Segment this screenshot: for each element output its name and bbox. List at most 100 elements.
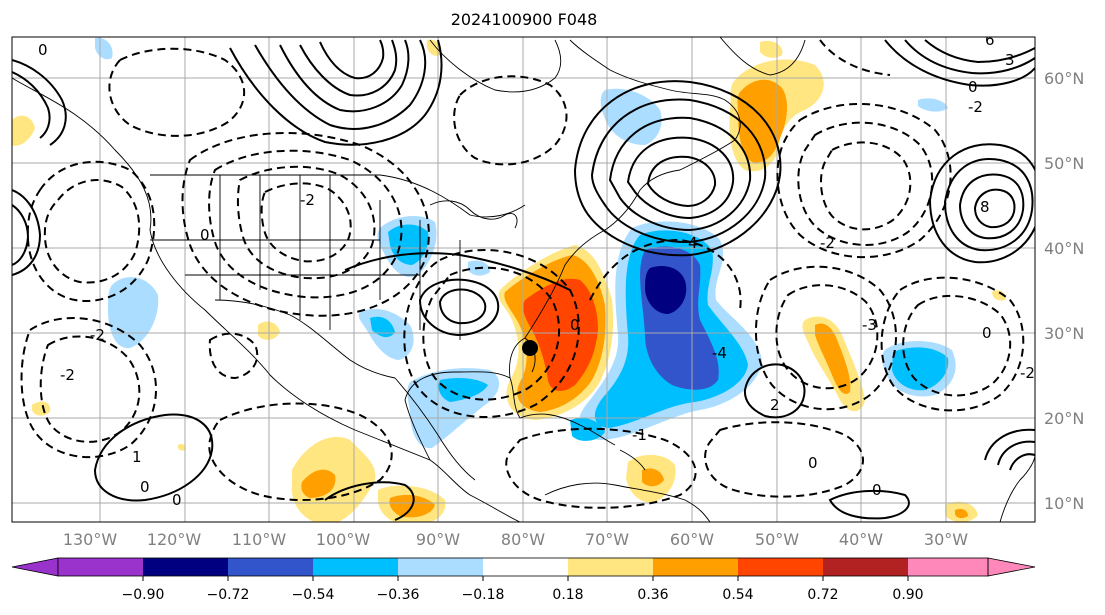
colorbar-tick-label: −0.72 — [207, 587, 250, 603]
contour-tropical-pacific — [324, 481, 415, 521]
dashed-contour-tropics-1 — [208, 402, 393, 501]
colorbar-segment — [653, 558, 738, 576]
contour-label: -2 — [968, 98, 983, 116]
yellow-region-far-west — [32, 401, 51, 416]
lat-label: 60°N — [1044, 69, 1084, 88]
colorbar-segment — [568, 558, 653, 576]
colorbar-segment — [143, 558, 228, 576]
contour-west-ak-2 — [12, 71, 51, 139]
contour-nw-high-1 — [254, 39, 427, 130]
colorbar-tick-label: 0.72 — [807, 587, 838, 603]
contour-se-corner-1 — [984, 428, 1035, 461]
colorbar-outline — [57, 557, 989, 577]
dashed-contours — [20, 39, 1025, 509]
lat-label: 20°N — [1044, 409, 1084, 428]
dashed-contour-gulf-low-1 — [403, 249, 580, 418]
lon-label: 120°W — [147, 530, 202, 549]
orange-region-north-atlantic — [737, 79, 788, 163]
coast-africa — [999, 454, 1035, 522]
latitude-axis: 60°N 50°N 40°N 30°N 20°N 10°N — [1044, 69, 1084, 513]
dashed-contour-mid-atlantic-2 — [775, 284, 879, 390]
orange-region-mid-atlantic — [815, 323, 851, 395]
contour-mid-track — [344, 252, 571, 291]
contour-nw-high-5 — [229, 39, 443, 146]
navy-region-atlantic — [645, 265, 687, 314]
colorbar-tick-label: −0.54 — [292, 587, 335, 603]
contour-label: -2 — [820, 234, 835, 252]
lat-label: 30°N — [1044, 324, 1084, 343]
colorbar-segment — [483, 558, 568, 576]
deepsky-region-gulf — [438, 377, 488, 402]
colorbar-tick-label: −0.90 — [122, 587, 165, 603]
contour-label: 1 — [132, 448, 142, 466]
dashed-contour-us-low-2 — [208, 149, 403, 299]
contour-ne-high-3 — [924, 39, 1035, 64]
lon-label: 110°W — [232, 530, 287, 549]
lat-label: 10°N — [1044, 494, 1084, 513]
contour-label: -2 — [90, 326, 105, 344]
colorbar-max-extend — [987, 557, 1036, 577]
colorbar-segment — [398, 558, 483, 576]
map-panel: 0 -2 4 0 2 2 6 8 -4 1 0 0 -1 3 0 -2 -3 -… — [12, 31, 1035, 522]
contour-east-high-1 — [928, 143, 1035, 264]
lon-label: 40°W — [839, 530, 883, 549]
border-us-canada — [150, 174, 526, 218]
solid-contours — [12, 39, 1035, 521]
coast-south-america — [544, 482, 711, 522]
contour-nw-high-3 — [299, 39, 398, 97]
lon-label: 90°W — [416, 530, 460, 549]
dashed-contour-west-low-2 — [43, 179, 141, 284]
contour-west-low-left-1 — [12, 189, 42, 276]
lon-label: 130°W — [63, 530, 118, 549]
dashed-contour-west-low — [26, 160, 156, 302]
contour-label: 0 — [982, 324, 992, 342]
contour-nw-high-2 — [279, 39, 410, 113]
coast-north-america-west — [12, 77, 521, 522]
contour-label: 0 — [968, 78, 978, 96]
lon-label: 100°W — [316, 530, 371, 549]
contour-se-corner-2 — [997, 440, 1035, 466]
lightblue-region-top-left — [95, 37, 113, 60]
contour-ne-high-1 — [884, 39, 1035, 87]
colorbar-segment — [58, 558, 143, 576]
dashed-contour-tropics-3 — [704, 421, 864, 498]
contour-canada-high-2 — [590, 98, 767, 244]
contour-label: 0 — [808, 454, 818, 472]
dashed-contour-gulf-low-2 — [422, 266, 561, 401]
lon-label: 60°W — [670, 530, 714, 549]
dashed-contour-north-1 — [453, 75, 568, 166]
colorbar-segment — [738, 558, 823, 576]
contour-sw-loop — [418, 278, 500, 337]
royal-region-atlantic-b — [668, 348, 705, 385]
redorange-region-se-us — [522, 278, 598, 392]
dashed-contour-us-low-4 — [260, 182, 352, 263]
contour-west-low-left-2 — [12, 204, 30, 266]
lightblue-region-far-east — [918, 98, 948, 112]
contour-label: 2 — [770, 396, 780, 414]
deepsky-region-east-atlantic — [892, 347, 949, 391]
longitude-axis: 130°W 120°W 110°W 100°W 90°W 80°W 70°W 6… — [63, 530, 968, 549]
lon-label: 70°W — [585, 530, 629, 549]
colorbar-segment — [228, 558, 313, 576]
dashed-contour-pacific-sw-2 — [39, 335, 141, 443]
contour-canada-high-4 — [626, 136, 735, 220]
contour-label: -2 — [60, 366, 75, 384]
contour-label: -3 — [862, 316, 877, 334]
contour-label: -1 — [632, 426, 647, 444]
contour-canada-high-3 — [608, 116, 752, 232]
contour-pacific-loop — [93, 413, 214, 502]
contour-mid-atlantic-loop — [743, 363, 806, 419]
contour-label: 0 — [38, 41, 48, 59]
contour-label: 6 — [985, 31, 995, 49]
contour-label: -4 — [712, 344, 727, 362]
dashed-contour-atlantic-low-3 — [819, 141, 912, 231]
contour-nw-high-4 — [319, 39, 385, 80]
dashed-contour-baja — [208, 332, 259, 380]
colorbar-tick-label: 0.18 — [552, 587, 583, 603]
dashed-contour-east-ring — [880, 276, 1025, 412]
contour-ne-high-2 — [904, 39, 1035, 75]
yellow-region-east-small — [992, 290, 1006, 301]
border-us-mexico — [214, 299, 396, 379]
colorbar: −0.90 −0.72 −0.54 −0.36 −0.18 0.18 0.36 … — [11, 557, 1036, 603]
